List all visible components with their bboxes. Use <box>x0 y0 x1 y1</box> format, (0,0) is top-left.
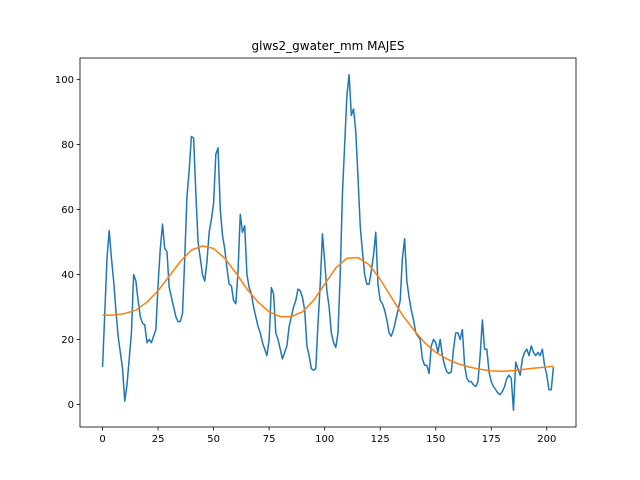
data-line <box>101 74 555 411</box>
x-tick-label: 50 <box>207 434 220 445</box>
y-tick-label: 0 <box>68 400 74 411</box>
x-tick-label: 200 <box>537 434 556 445</box>
y-tick-label: 40 <box>61 270 74 281</box>
x-tick-label: 25 <box>152 434 165 445</box>
y-tick-label: 80 <box>61 140 74 151</box>
data-line <box>102 245 554 372</box>
x-tick-label: 175 <box>482 434 501 445</box>
x-tick-label: 75 <box>263 434 276 445</box>
x-tick-label: 0 <box>99 434 105 445</box>
y-tick-label: 60 <box>61 205 74 216</box>
x-tick-label: 150 <box>426 434 445 445</box>
x-tick-label: 100 <box>315 434 334 445</box>
y-tick-label: 100 <box>55 75 74 86</box>
x-tick-label: 125 <box>371 434 390 445</box>
chart-title: glws2_gwater_mm MAJES <box>252 39 405 53</box>
y-tick-label: 20 <box>61 335 74 346</box>
plot-frame <box>79 57 577 428</box>
